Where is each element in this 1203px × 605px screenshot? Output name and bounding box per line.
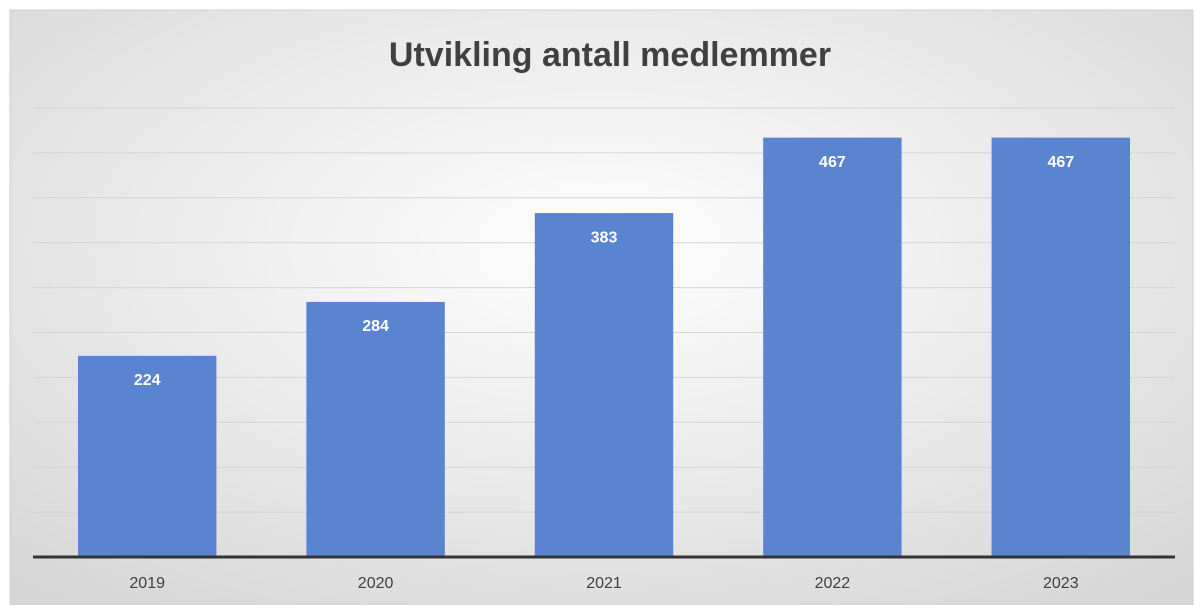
x-tick-label: 2019: [129, 575, 165, 592]
value-label: 224: [134, 372, 161, 389]
chart-title: Utvikling antall medlemmer: [389, 36, 831, 74]
value-label: 284: [362, 318, 389, 335]
bar: [763, 137, 902, 557]
value-label: 383: [591, 229, 618, 246]
value-label: 467: [819, 154, 846, 171]
value-label: 467: [1047, 154, 1074, 171]
x-tick-label: 2020: [358, 575, 394, 592]
x-tick-label: 2023: [1043, 575, 1079, 592]
x-tick-label: 2022: [815, 575, 851, 592]
bar: [534, 213, 674, 558]
bar: [991, 137, 1131, 557]
bar: [306, 301, 445, 557]
bar: [77, 355, 217, 557]
x-tick-label: 2021: [586, 575, 622, 592]
